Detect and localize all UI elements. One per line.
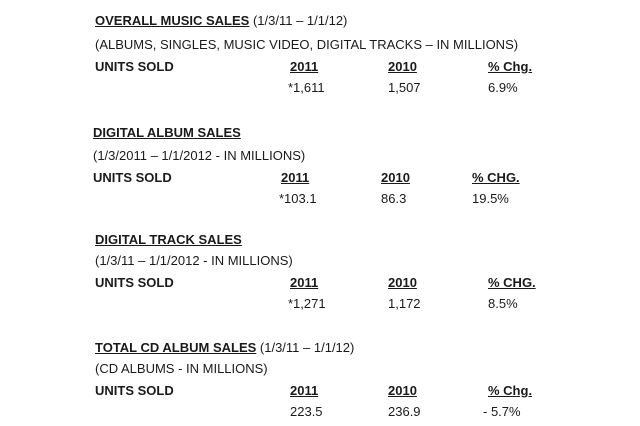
section-date-range: (1/3/11 – 1/1/12) [249,13,348,28]
value-2010: 236.9 [388,404,421,419]
section-heading: DIGITAL ALBUM SALES [93,125,241,141]
column-header-pct-change: % CHG. [488,275,536,290]
section-title: DIGITAL TRACK SALES [95,232,242,247]
value-2011: *103.1 [279,191,317,206]
section-date-range: (1/3/11 – 1/1/12) [256,340,355,355]
section-heading: TOTAL CD ALBUM SALES (1/3/11 – 1/1/12) [95,340,354,356]
value-pct-change: - 5.7% [483,404,521,419]
row-label: UNITS SOLD [95,275,174,290]
column-header-2010: 2010 [388,59,417,74]
row-label: UNITS SOLD [95,59,174,74]
value-pct-change: 19.5% [472,191,509,206]
value-2010: 1,507 [388,80,421,95]
column-header-2011: 2011 [281,170,310,185]
column-header-2011: 2011 [290,275,319,290]
column-header-2011: 2011 [290,383,319,398]
value-2010: 86.3 [381,191,407,206]
value-pct-change: 6.9% [488,80,518,95]
section-subtitle: (CD ALBUMS - IN MILLIONS) [95,361,268,376]
section-subtitle: (1/3/2011 – 1/1/2012 - IN MILLIONS) [93,148,306,163]
column-header-2010: 2010 [388,275,417,290]
section-subtitle: (1/3/11 – 1/1/2012 - IN MILLIONS) [95,253,293,268]
section-subtitle: (ALBUMS, SINGLES, MUSIC VIDEO, DIGITAL T… [95,37,519,52]
section-heading: DIGITAL TRACK SALES [95,232,242,248]
row-label: UNITS SOLD [93,170,172,185]
section-title: DIGITAL ALBUM SALES [93,125,241,140]
column-header-2010: 2010 [388,383,417,398]
section-title: TOTAL CD ALBUM SALES [95,340,257,355]
value-2011: *1,271 [288,296,326,311]
column-header-pct-change: % CHG. [472,170,520,185]
column-header-2010: 2010 [381,170,410,185]
column-header-2011: 2011 [290,59,319,74]
section-title: OVERALL MUSIC SALES [95,13,250,28]
column-header-pct-change: % Chg. [488,383,533,398]
value-2011: 223.5 [290,404,323,419]
column-header-pct-change: % Chg. [488,59,533,74]
section-heading: OVERALL MUSIC SALES (1/3/11 – 1/1/12) [95,13,347,29]
value-pct-change: 8.5% [488,296,518,311]
value-2011: *1,611 [288,80,325,95]
value-2010: 1,172 [388,296,421,311]
row-label: UNITS SOLD [95,383,174,398]
